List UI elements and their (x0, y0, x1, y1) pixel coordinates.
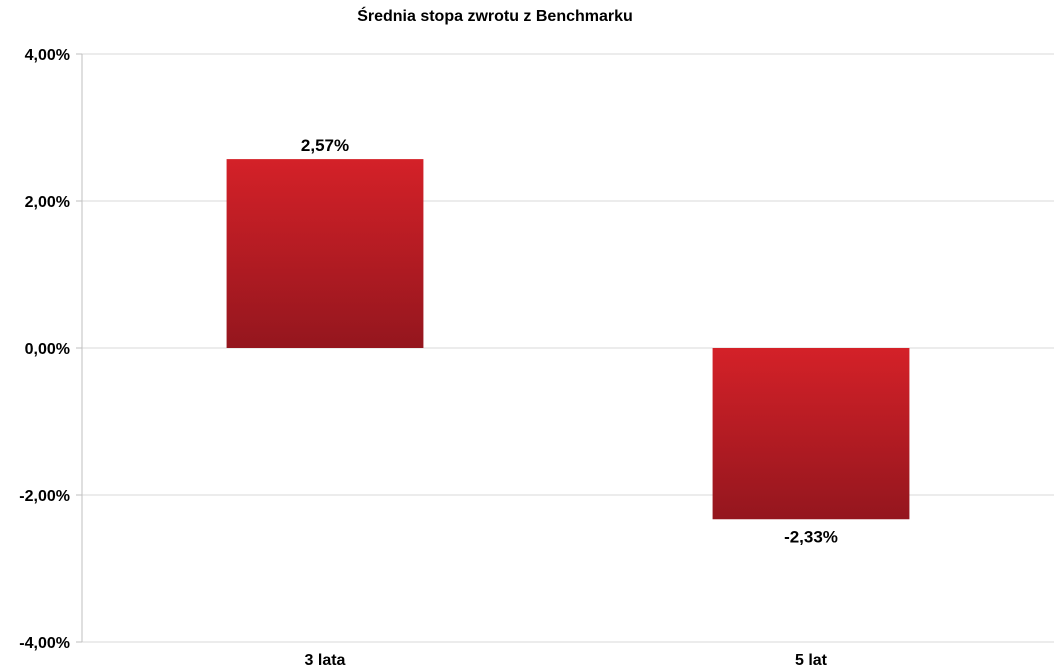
data-label: -2,33% (784, 527, 838, 546)
data-labels: 2,57% -2,33% (301, 136, 838, 546)
x-category-label: 3 lata (305, 652, 346, 668)
x-axis-categories: 3 lata 5 lat (305, 652, 828, 668)
y-tick-label: 2,00% (25, 194, 70, 211)
data-label: 2,57% (301, 136, 349, 155)
bars (226, 159, 910, 520)
x-category-label: 5 lat (795, 652, 828, 668)
chart-title: Średnia stopa zwrotu z Benchmarku (357, 6, 633, 25)
y-tick-label: 4,00% (25, 47, 70, 64)
y-axis-ticks: 4,00% 2,00% 0,00% -2,00% -4,00% (19, 47, 82, 652)
bar-5-lat (712, 348, 910, 520)
y-tick-label: 0,00% (25, 341, 70, 358)
bar-3-lata (226, 159, 424, 348)
y-tick-label: -2,00% (19, 488, 70, 505)
y-tick-label: -4,00% (19, 635, 70, 652)
